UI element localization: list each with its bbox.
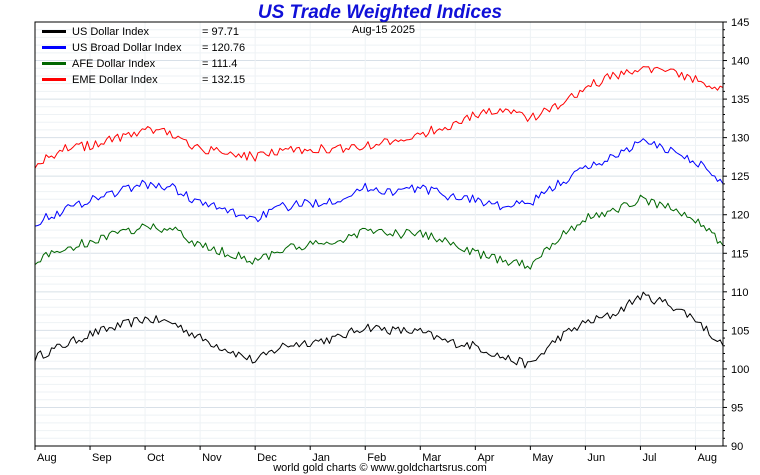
legend-swatch: [42, 77, 66, 81]
chart-series: [34, 66, 724, 369]
x-tick-label: Feb: [367, 452, 386, 464]
legend-item-us-broad-dollar-index: US Broad Dollar Index = 120.76: [42, 42, 245, 58]
x-tick-label: Jul: [642, 452, 656, 464]
x-tick-label: Jan: [312, 452, 330, 464]
legend-swatch: [42, 45, 66, 49]
x-tick-label: May: [532, 452, 553, 464]
legend-label: US Broad Dollar Index: [72, 42, 182, 54]
legend-value: = 111.4: [202, 58, 238, 70]
x-tick-label: Aug: [697, 452, 717, 464]
legend-item-us-dollar-index: US Dollar Index = 97.71: [42, 26, 245, 42]
y-tick-label: 115: [731, 248, 749, 260]
x-tick-label: Jun: [587, 452, 605, 464]
x-tick-label: Nov: [202, 452, 222, 464]
chart-title: US Trade Weighted Indices: [257, 2, 503, 23]
x-axis: Aug Sep Oct Nov Dec Jan Feb Mar Apr May Jun Jul Aug: [34, 446, 717, 464]
plot-frame: [34, 21, 724, 447]
legend: US Dollar Index = 97.71 US Broad Dollar I…: [42, 26, 245, 90]
y-tick-label: 90: [731, 441, 743, 453]
x-tick-label: Sep: [92, 452, 112, 464]
x-tick-label: Mar: [422, 452, 441, 464]
chart-date: Aug-15 2025: [352, 24, 415, 36]
series-line-us-dollar-index: [34, 291, 724, 369]
y-tick-label: 125: [731, 171, 749, 183]
legend-value: = 132.15: [202, 74, 246, 86]
legend-value: = 120.76: [202, 42, 246, 54]
series-line-eme-dollar-index: [34, 66, 724, 169]
y-tick-label: 110: [731, 287, 749, 299]
legend-label: EME Dollar Index: [72, 74, 158, 86]
y-tick-label: 95: [731, 402, 743, 414]
x-tick-label: Oct: [147, 452, 164, 464]
legend-swatch: [42, 61, 66, 65]
y-tick-label: 105: [731, 325, 749, 337]
y-axis: 90 95 100 105 110 115 120 125 130 135 140 145: [723, 17, 749, 453]
chart-credit: world gold charts © www.goldchartsrus.co…: [273, 462, 487, 474]
legend-label: AFE Dollar Index: [72, 58, 156, 70]
legend-item-eme-dollar-index: EME Dollar Index = 132.15: [42, 74, 245, 90]
y-tick-label: 140: [731, 56, 749, 68]
y-tick-label: 130: [731, 133, 749, 145]
legend-swatch: [42, 29, 66, 33]
legend-item-afe-dollar-index: AFE Dollar Index = 111.4: [42, 58, 245, 74]
legend-value: = 97.71: [202, 26, 240, 38]
y-tick-label: 100: [731, 364, 749, 376]
legend-label: US Dollar Index: [72, 26, 150, 38]
x-tick-label: Apr: [477, 452, 494, 464]
chart-grid: [34, 21, 723, 447]
y-tick-label: 135: [731, 94, 749, 106]
x-tick-label: Dec: [257, 452, 277, 464]
series-line-us-broad-dollar-index: [34, 138, 724, 227]
x-tick-label: Aug: [37, 452, 57, 464]
y-tick-label: 145: [731, 17, 749, 29]
y-tick-label: 120: [731, 210, 749, 222]
series-line-afe-dollar-index: [34, 194, 724, 270]
